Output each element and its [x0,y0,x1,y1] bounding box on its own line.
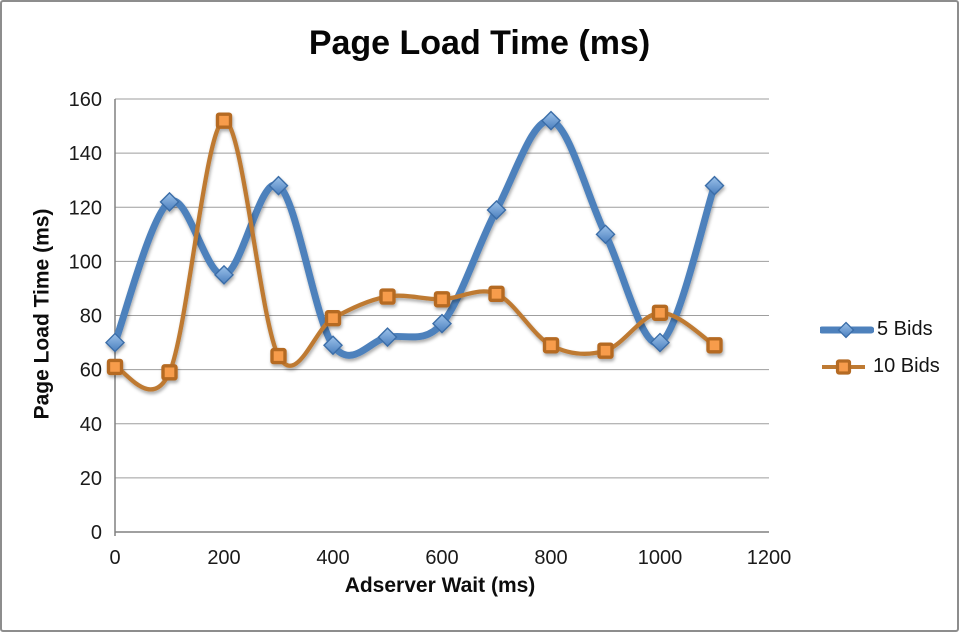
data-point-marker [651,304,669,321]
legend-item-5-bids: 5 Bids [820,318,940,341]
x-tick-label: 200 [207,547,240,569]
y-tick-label: 80 [80,306,102,328]
legend-swatch-10-bids-icon [822,358,865,375]
axes [114,99,769,536]
legend-item-10-bids: 10 Bids [820,355,940,378]
legend-swatch-5-bids-icon [820,321,874,338]
y-tick-label: 40 [80,414,102,436]
data-point-marker [324,310,342,327]
data-point-marker [595,224,616,245]
data-point-marker [214,264,234,285]
data-point-marker [597,342,614,359]
data-point-marker [379,288,396,305]
gridlines [115,98,769,479]
legend-label-10-bids: 10 Bids [873,355,940,377]
y-tick-label: 160 [69,89,102,111]
y-tick-label: 120 [69,197,102,219]
x-axis-title: Adserver Wait (ms) [344,574,536,597]
tick-labels: 0 20 40 60 80 100 120 140 160 0 200 400 600 800 1000 12… [69,89,792,569]
x-tick-label: 600 [425,547,458,569]
series-5-bids [105,110,725,359]
data-point-marker [377,327,398,348]
data-point-marker [323,335,343,356]
data-point-marker [542,337,560,354]
y-tick-label: 100 [69,251,102,273]
data-point-marker [541,110,561,131]
y-axis-title-wrap: Page Load Time (ms) [26,97,58,530]
data-point-marker [650,332,670,353]
data-point-marker [215,112,233,129]
x-tick-label: 1000 [638,547,683,569]
x-tick-label: 400 [316,547,349,569]
data-point-marker [486,199,507,220]
y-axis-title: Page Load Time (ms) [30,208,53,419]
data-point-marker [704,175,725,196]
chart-title: Page Load Time (ms) [308,24,651,62]
series-10-bids [106,112,723,392]
data-point-marker [161,364,178,381]
x-tick-label: 0 [109,547,120,569]
data-point-marker [706,337,723,354]
data-point-marker [106,358,124,376]
x-tick-label: 800 [534,547,567,569]
data-point-marker [432,313,452,334]
legend-label-5-bids: 5 Bids [877,318,933,340]
data-point-marker [433,291,451,308]
y-tick-label: 0 [91,522,102,544]
data-point-marker [105,332,125,353]
data-point-marker [268,175,289,196]
data-point-marker [488,285,505,303]
y-tick-label: 60 [80,360,102,382]
data-point-marker [159,191,180,212]
data-point-marker [270,347,287,365]
y-tick-label: 140 [69,143,102,165]
y-tick-label: 20 [80,468,102,490]
x-tick-label: 1200 [747,547,792,569]
legend: 5 Bids 10 Bids [820,318,940,378]
series-line [111,117,718,359]
